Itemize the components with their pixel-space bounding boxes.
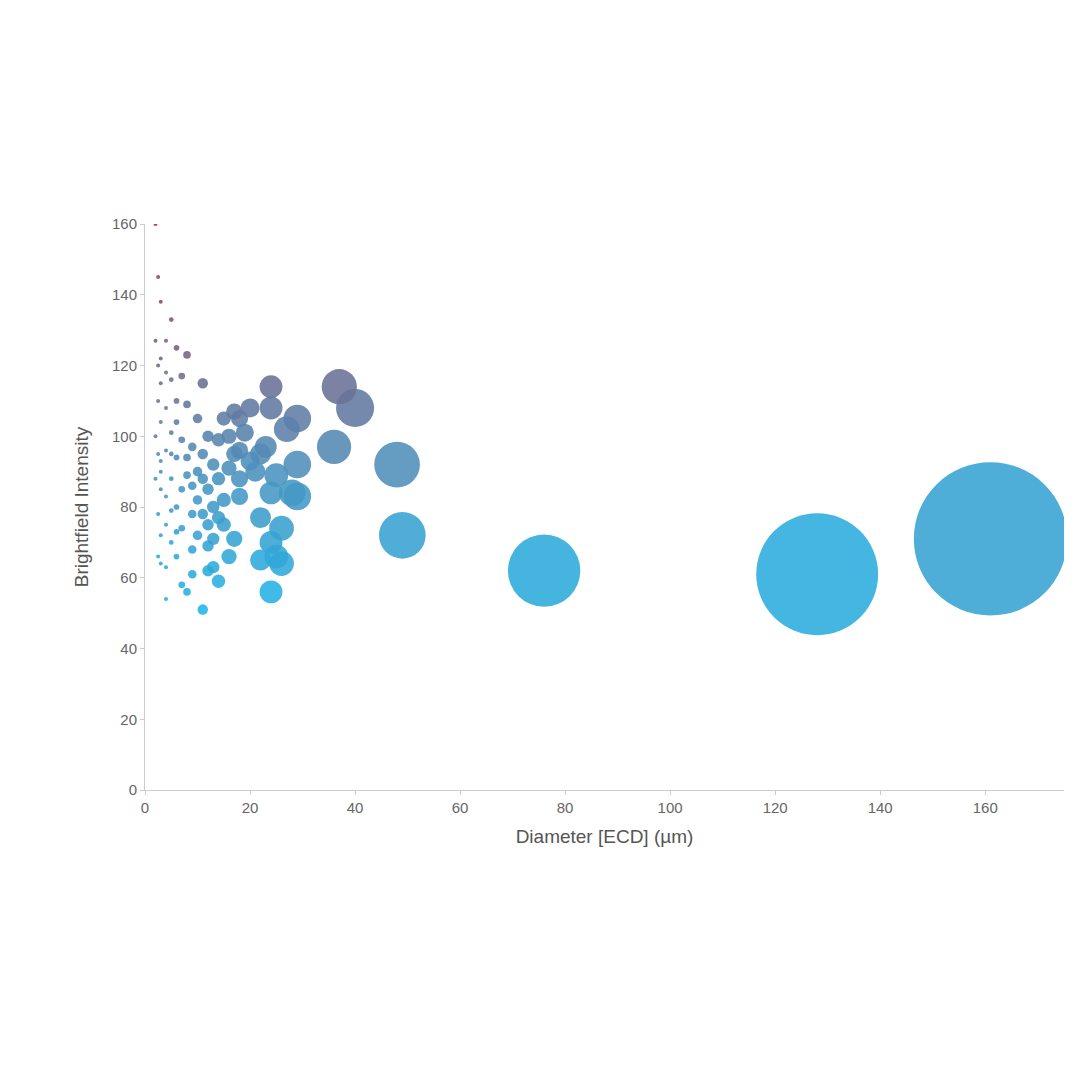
svg-text:160: 160 <box>973 799 998 816</box>
svg-text:20: 20 <box>120 711 137 728</box>
svg-text:0: 0 <box>141 799 149 816</box>
svg-text:120: 120 <box>112 357 137 374</box>
svg-text:60: 60 <box>452 799 469 816</box>
svg-text:120: 120 <box>763 799 788 816</box>
svg-text:60: 60 <box>120 569 137 586</box>
svg-text:100: 100 <box>112 428 137 445</box>
svg-text:160: 160 <box>112 215 137 232</box>
svg-text:140: 140 <box>112 286 137 303</box>
svg-text:80: 80 <box>557 799 574 816</box>
svg-text:140: 140 <box>868 799 893 816</box>
svg-text:0: 0 <box>129 781 137 798</box>
svg-text:40: 40 <box>347 799 364 816</box>
svg-text:20: 20 <box>242 799 259 816</box>
svg-text:40: 40 <box>120 640 137 657</box>
svg-text:Brightfield Intensity: Brightfield Intensity <box>71 426 92 587</box>
svg-text:Diameter [ECD] (µm): Diameter [ECD] (µm) <box>516 826 694 847</box>
svg-text:80: 80 <box>120 498 137 515</box>
svg-text:100: 100 <box>658 799 683 816</box>
